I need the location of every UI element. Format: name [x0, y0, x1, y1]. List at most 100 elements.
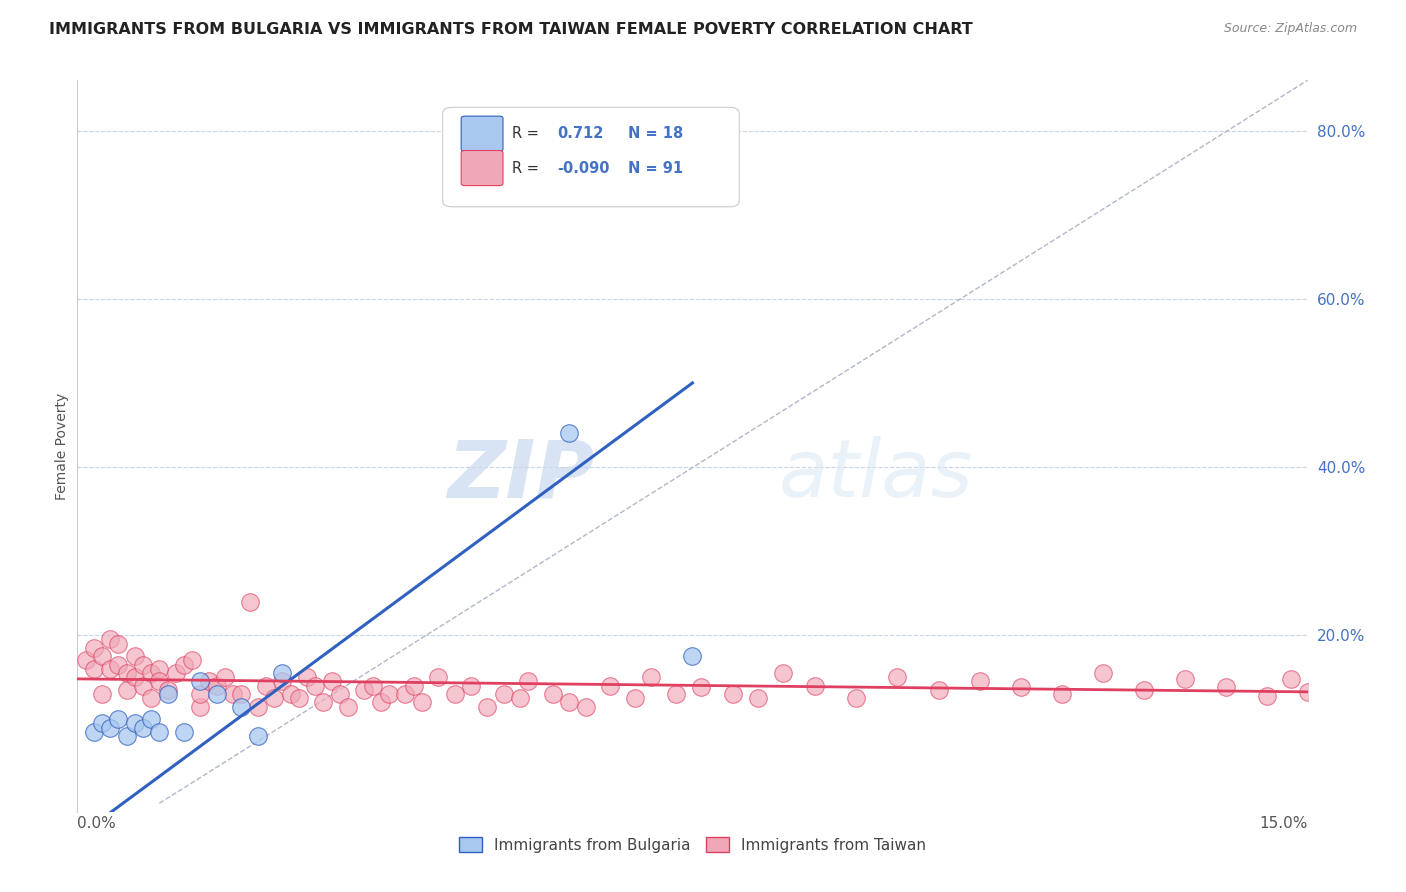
Point	[747, 691, 769, 706]
Point	[575, 699, 598, 714]
Point	[665, 687, 688, 701]
Point	[492, 687, 515, 701]
Point	[188, 674, 212, 689]
FancyBboxPatch shape	[443, 107, 740, 207]
Point	[271, 665, 294, 680]
Point	[1256, 689, 1278, 703]
Text: ZIP: ZIP	[447, 436, 595, 515]
Point	[541, 687, 564, 701]
Point	[427, 670, 450, 684]
Point	[173, 724, 195, 739]
FancyBboxPatch shape	[461, 116, 503, 152]
Point	[772, 665, 794, 680]
Point	[1371, 677, 1393, 691]
Point	[83, 724, 105, 739]
Point	[312, 695, 335, 709]
FancyBboxPatch shape	[461, 151, 503, 186]
Point	[295, 670, 318, 684]
Point	[329, 687, 352, 701]
Point	[378, 687, 401, 701]
Point	[141, 691, 163, 706]
Point	[83, 640, 105, 655]
Point	[148, 662, 170, 676]
Point	[231, 687, 253, 701]
Point	[394, 687, 416, 701]
Point	[1091, 665, 1114, 680]
Point	[83, 662, 105, 676]
Point	[181, 653, 204, 667]
Point	[132, 721, 155, 735]
Point	[124, 716, 146, 731]
Point	[460, 679, 482, 693]
Point	[477, 699, 499, 714]
Point	[246, 729, 269, 743]
Point	[304, 679, 326, 693]
Point	[682, 649, 704, 664]
Point	[205, 679, 228, 693]
Text: IMMIGRANTS FROM BULGARIA VS IMMIGRANTS FROM TAIWAN FEMALE POVERTY CORRELATION CH: IMMIGRANTS FROM BULGARIA VS IMMIGRANTS F…	[49, 22, 973, 37]
Point	[141, 712, 163, 726]
Point	[1010, 681, 1032, 695]
Point	[254, 679, 277, 693]
Point	[148, 674, 170, 689]
Point	[928, 682, 950, 697]
Point	[239, 594, 262, 608]
Point	[558, 695, 581, 709]
Point	[107, 636, 129, 650]
Point	[263, 691, 285, 706]
Point	[1346, 681, 1368, 696]
Point	[845, 691, 868, 706]
Point	[1174, 672, 1197, 686]
Text: 0.0%: 0.0%	[77, 816, 117, 831]
Point	[443, 687, 465, 701]
Point	[361, 679, 384, 693]
Point	[197, 674, 219, 689]
Legend: Immigrants from Bulgaria, Immigrants from Taiwan: Immigrants from Bulgaria, Immigrants fro…	[453, 831, 932, 859]
Point	[1322, 677, 1344, 691]
Point	[90, 687, 114, 701]
Point	[90, 716, 114, 731]
Text: atlas: atlas	[779, 436, 973, 515]
Point	[156, 687, 179, 701]
Point	[353, 682, 375, 697]
Point	[1296, 685, 1319, 699]
Point	[1050, 687, 1073, 701]
Point	[231, 699, 253, 714]
Point	[689, 681, 711, 695]
Point	[370, 695, 392, 709]
Point	[115, 665, 138, 680]
Point	[124, 649, 146, 664]
Y-axis label: Female Poverty: Female Poverty	[55, 392, 69, 500]
Text: 15.0%: 15.0%	[1260, 816, 1308, 831]
Point	[156, 682, 179, 697]
Point	[517, 674, 540, 689]
Point	[107, 657, 129, 672]
Point	[205, 687, 228, 701]
Point	[804, 679, 827, 693]
Point	[75, 653, 97, 667]
Text: 0.712: 0.712	[557, 126, 603, 141]
Point	[141, 665, 163, 680]
Point	[1215, 681, 1237, 695]
Point	[288, 691, 311, 706]
Text: -0.090: -0.090	[557, 161, 610, 176]
Point	[599, 679, 621, 693]
Point	[558, 426, 581, 441]
Text: R =: R =	[512, 161, 538, 176]
Point	[173, 657, 195, 672]
Text: Source: ZipAtlas.com: Source: ZipAtlas.com	[1223, 22, 1357, 36]
Point	[402, 679, 425, 693]
Point	[98, 721, 121, 735]
Point	[640, 670, 662, 684]
Point	[90, 649, 114, 664]
Point	[214, 670, 236, 684]
Point	[886, 670, 908, 684]
Point	[509, 691, 531, 706]
Point	[148, 724, 170, 739]
Point	[411, 695, 433, 709]
Point	[280, 687, 302, 701]
Point	[98, 662, 121, 676]
Point	[969, 674, 991, 689]
Point	[723, 687, 745, 701]
Point	[115, 682, 138, 697]
